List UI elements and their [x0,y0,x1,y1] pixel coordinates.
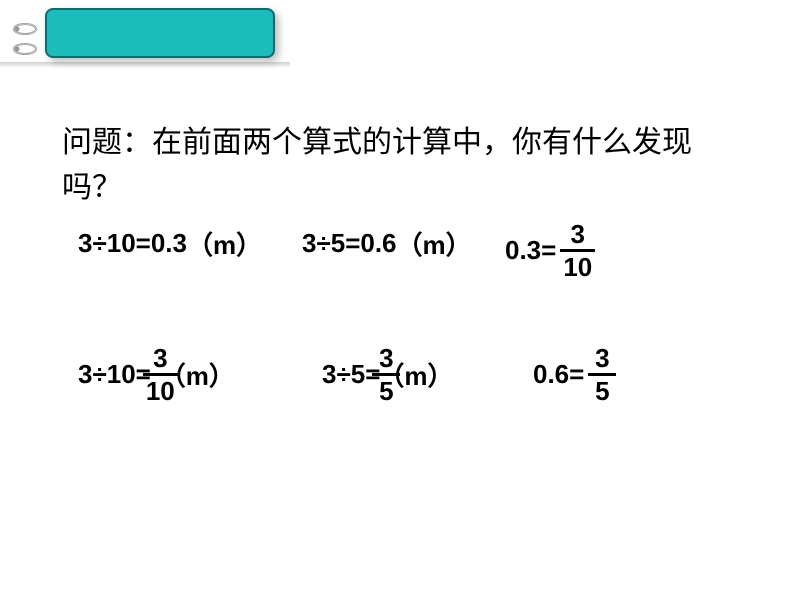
header-tab-container [0,8,280,64]
spiral-ring-icon [12,42,38,56]
expr-1-2: 3÷5=0.6 （m） [302,225,472,262]
unit-text: （m） [378,356,453,393]
fraction-numerator: 3 [568,221,588,249]
header-tab [45,8,275,58]
fraction-numerator: 3 [592,345,612,373]
question-text: 问题：在前面两个算式的计算中，你有什么发现吗？ [62,120,722,210]
expr-2-2: 3÷5= 3 5 （m） [322,345,454,404]
expr-1-3: 0.3= 3 10 [505,221,599,280]
expr-lhs: 0.3= [505,235,556,266]
fraction-denominator: 5 [592,376,612,404]
unit-text: （m） [160,356,235,393]
expr-1-1: 3÷10=0.3 （m） [78,225,262,262]
fraction: 3 10 [560,221,595,280]
expr-lhs: 3÷10= [78,359,151,390]
fraction-denominator: 10 [560,252,595,280]
expr-text: 3÷10=0.3 [78,228,187,259]
spiral-ring-icon [12,22,38,36]
unit-text: （m） [397,225,472,262]
expr-lhs: 0.6= [533,359,584,390]
fraction: 3 5 [588,345,616,404]
tab-shadow [0,62,290,68]
expr-2-3: 0.6= 3 5 [533,345,620,404]
unit-text: （m） [187,225,262,262]
expr-text: 3÷5=0.6 [302,228,397,259]
expr-2-1: 3÷10= 3 10 （m） [78,345,235,404]
